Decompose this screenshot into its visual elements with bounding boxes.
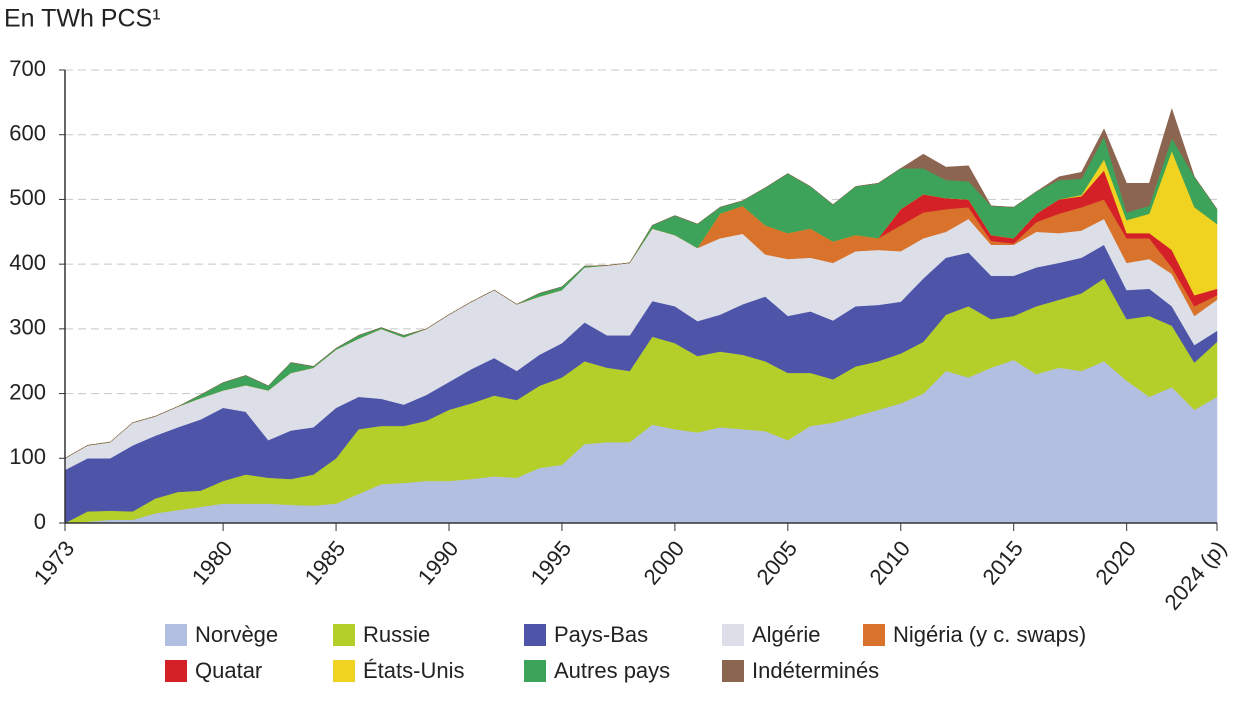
y-tick-label: 500 — [9, 185, 46, 210]
x-tick-label: 2015 — [977, 536, 1028, 590]
y-tick-label: 0 — [34, 509, 46, 534]
legend-label: Indéterminés — [752, 658, 879, 683]
x-tick-label: 1995 — [526, 536, 577, 590]
x-tick-label: 1980 — [187, 536, 238, 590]
legend-swatch — [333, 660, 355, 682]
legend-swatch — [165, 624, 187, 646]
legend-label: Norvège — [195, 622, 278, 647]
x-tick-label: 2005 — [751, 536, 802, 590]
y-tick-label: 300 — [9, 315, 46, 340]
legend-swatch — [165, 660, 187, 682]
legend-swatch — [333, 624, 355, 646]
legend-label: Nigéria (y c. swaps) — [893, 622, 1086, 647]
x-tick-label: 1985 — [300, 536, 351, 590]
legend-label: États-Unis — [363, 658, 464, 683]
chart-title: En TWh PCS¹ — [4, 5, 161, 33]
y-tick-label: 600 — [9, 121, 46, 146]
legend-swatch — [863, 624, 885, 646]
x-tick-label: 2010 — [864, 536, 915, 590]
y-tick-label: 400 — [9, 250, 46, 275]
x-tick-label: 2020 — [1090, 536, 1141, 590]
legend-swatch — [524, 624, 546, 646]
x-tick-label: 2024 (p) — [1159, 536, 1231, 615]
x-tick-label: 2000 — [639, 536, 690, 590]
legend-label: Russie — [363, 622, 430, 647]
legend-label: Autres pays — [554, 658, 670, 683]
legend-label: Quatar — [195, 658, 262, 683]
x-tick-label: 1973 — [29, 536, 80, 590]
y-tick-label: 200 — [9, 379, 46, 404]
y-tick-label: 100 — [9, 444, 46, 469]
y-tick-label: 700 — [9, 56, 46, 81]
legend-label: Pays-Bas — [554, 622, 648, 647]
x-tick-label: 1990 — [413, 536, 464, 590]
legend-swatch — [524, 660, 546, 682]
legend-swatch — [722, 624, 744, 646]
legend-swatch — [722, 660, 744, 682]
legend-label: Algérie — [752, 622, 820, 647]
